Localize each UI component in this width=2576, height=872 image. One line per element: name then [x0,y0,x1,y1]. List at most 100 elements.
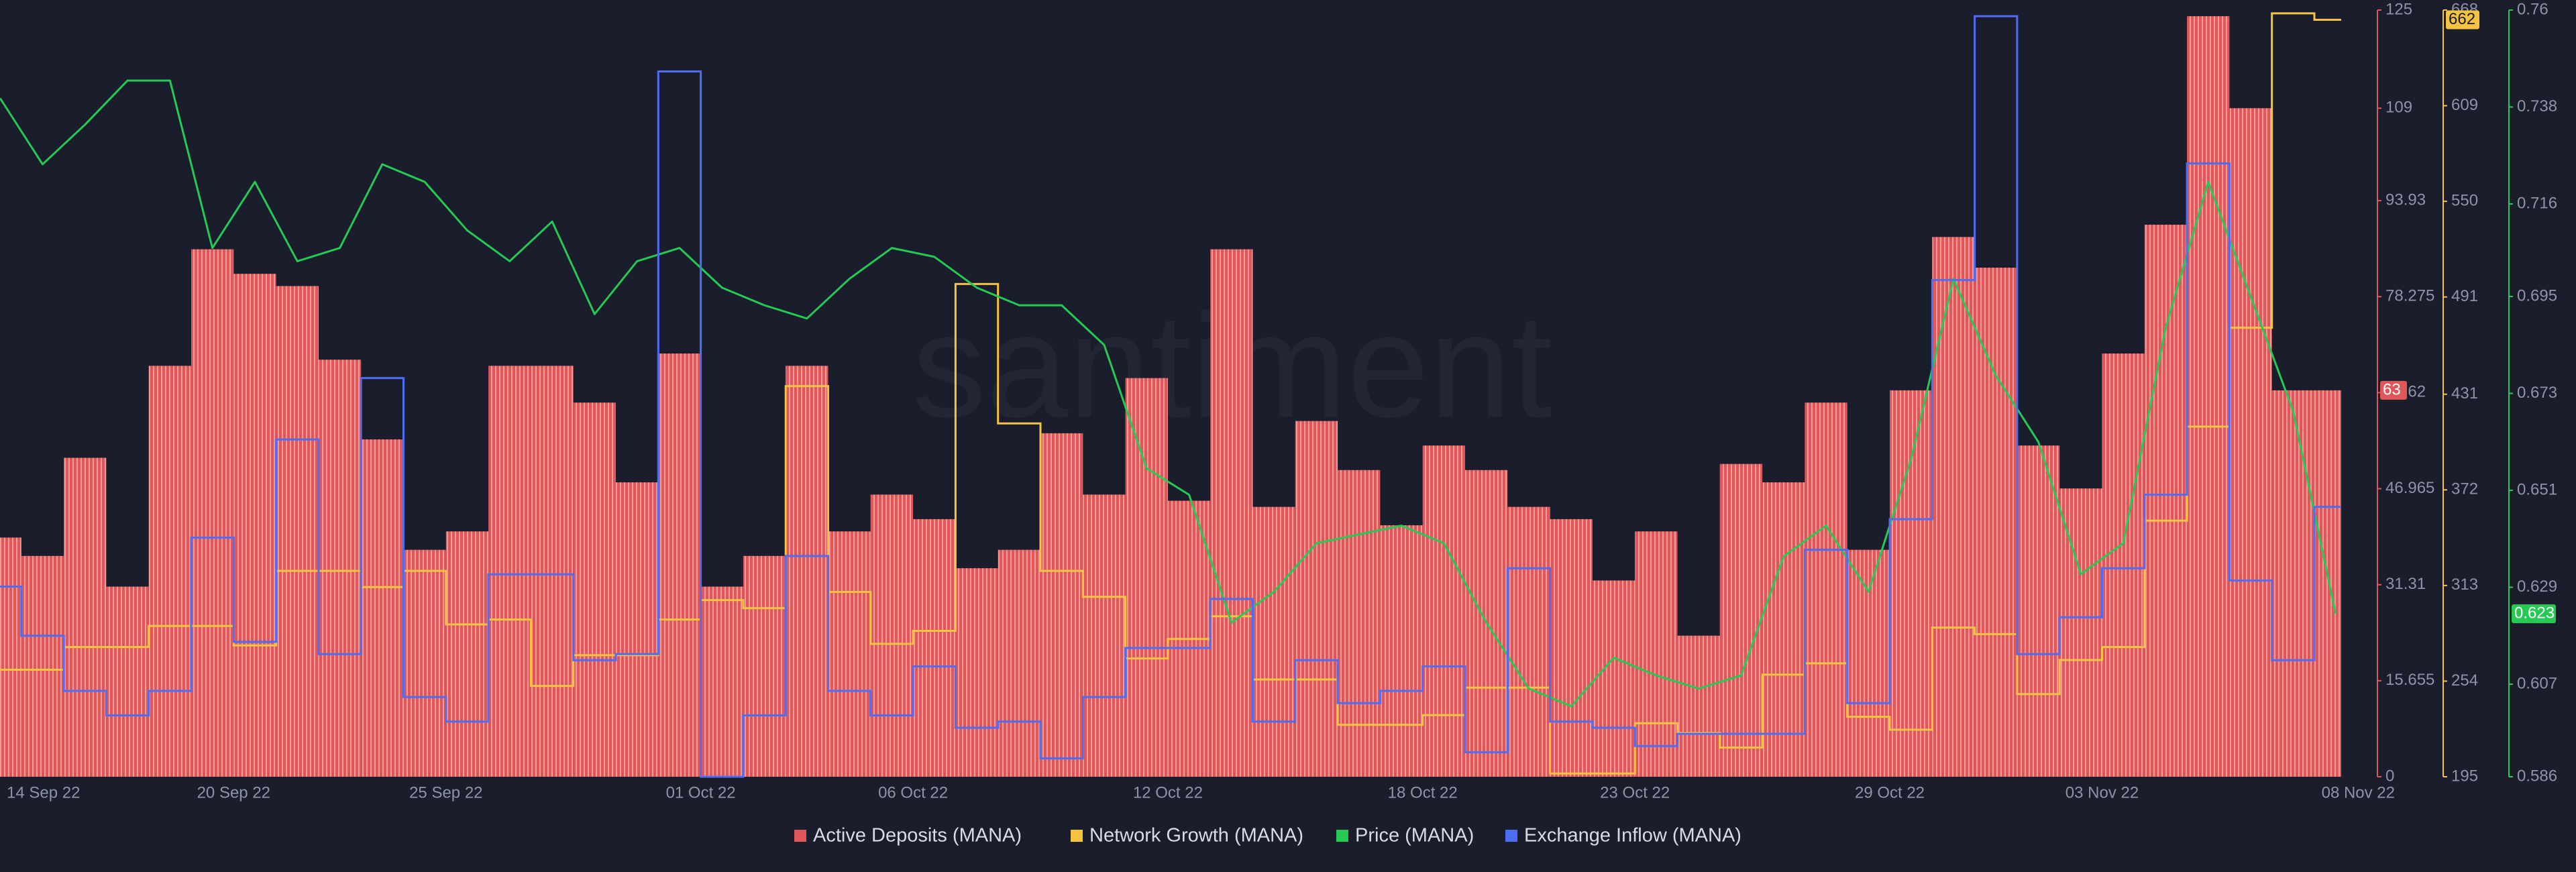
y-tick-label: 431 [2451,384,2478,402]
y-tick-label: 550 [2451,191,2478,209]
y-tick-label: 609 [2451,96,2478,114]
x-tick-label: 12 Oct 22 [1133,783,1203,802]
bar [2102,353,2145,777]
bar [2271,390,2314,777]
y-tick-label: 0.629 [2517,578,2557,596]
bar [191,249,234,777]
y-tick-label: 93.93 [2385,190,2426,209]
y-tick-label: 0.695 [2517,286,2557,305]
price-line [0,79,2337,708]
plot-area [0,12,2341,778]
bar [403,549,446,777]
y-tick-label: 313 [2451,576,2478,594]
y-tick-label: 254 [2451,671,2478,690]
bar [1507,506,1550,777]
bar [1380,525,1423,777]
x-tick-label: 23 Oct 22 [1600,783,1670,802]
bar [318,360,362,777]
bar [361,439,404,777]
bar [2059,488,2102,777]
last-value-badge [2512,604,2556,623]
bar [2229,108,2272,777]
bar [2144,225,2188,777]
bar [2314,390,2341,777]
step-line [0,12,2341,775]
bar [1932,237,1975,777]
bar [743,555,786,777]
bar [1210,249,1253,777]
bar [1635,531,1678,777]
axes: 015.65531.3146.96562.6278.27593.93109125… [7,0,2557,802]
y-tick-label: 0.76 [2517,0,2548,18]
y-tick-label: 372 [2451,480,2478,498]
x-tick-label: 25 Sep 22 [409,783,482,802]
x-tick-label: 20 Sep 22 [197,783,270,802]
bar [276,286,319,777]
bar [955,568,998,777]
legend: Active Deposits (MANA) Network Growth (MA… [794,825,1741,847]
legend-swatch [1071,830,1083,842]
bar [531,366,574,777]
bar [445,531,489,777]
y-tick-label: 0.607 [2517,674,2557,692]
x-tick-label: 03 Nov 22 [2065,783,2139,802]
y-tick-label: 0.651 [2517,480,2557,498]
bar [1847,549,1890,777]
x-tick-label: 08 Nov 22 [2322,783,2395,802]
bar [233,274,276,777]
x-tick-label: 14 Sep 22 [7,783,80,802]
y-tick-label: 491 [2451,287,2478,305]
last-value-label: 0.623 [2514,604,2555,622]
bar [998,549,1040,777]
bar [64,457,107,777]
y-tick-label: 0 [2385,767,2394,785]
bar [488,366,531,777]
bar [658,353,701,777]
bar [1125,378,1168,777]
bar [1295,421,1338,777]
bar [700,586,743,777]
y-tick-label: 0.586 [2517,767,2557,785]
y-tick-label: 0.738 [2517,97,2557,115]
y-tick-label: 109 [2385,99,2412,117]
bar [1422,445,1465,777]
bar [148,366,191,777]
y-tick-label: 46.965 [2385,479,2434,497]
last-value-label: 662 [2449,10,2475,28]
y-tick-label: 31.31 [2385,575,2426,593]
bar [828,531,871,777]
x-tick-label: 06 Oct 22 [878,783,948,802]
bar [2187,16,2230,777]
x-tick-label: 18 Oct 22 [1388,783,1458,802]
legend-label: Network Growth (MANA) [1089,825,1303,847]
y-tick-label: 78.275 [2385,287,2434,305]
bar [1974,268,2017,777]
bar [573,402,616,777]
bar [1890,390,1933,777]
bar [1677,635,1720,777]
bar [2017,445,2060,777]
bar [1550,519,1593,777]
y-tick-label: 15.655 [2385,671,2434,689]
x-tick-label: 01 Oct 22 [666,783,736,802]
legend-swatch [1336,830,1348,842]
bar [870,494,914,777]
bar [913,519,956,777]
y-tick-label: 125 [2385,0,2412,18]
step-line [0,15,2341,778]
last-value-label: 63 [2383,380,2401,398]
bar [1040,433,1083,777]
bar [1083,494,1126,777]
bar [21,555,64,777]
legend-label: Active Deposits (MANA) [813,825,1022,847]
last-value-badge [2380,380,2407,400]
bar [786,366,828,777]
legend-swatch [794,830,806,842]
bar [1592,580,1635,777]
y-tick-label: 195 [2451,767,2478,785]
bar [1252,506,1295,777]
legend-label: Exchange Inflow (MANA) [1524,825,1741,847]
y-tick-label: 0.673 [2517,384,2557,402]
last-value-badge [2446,10,2479,30]
